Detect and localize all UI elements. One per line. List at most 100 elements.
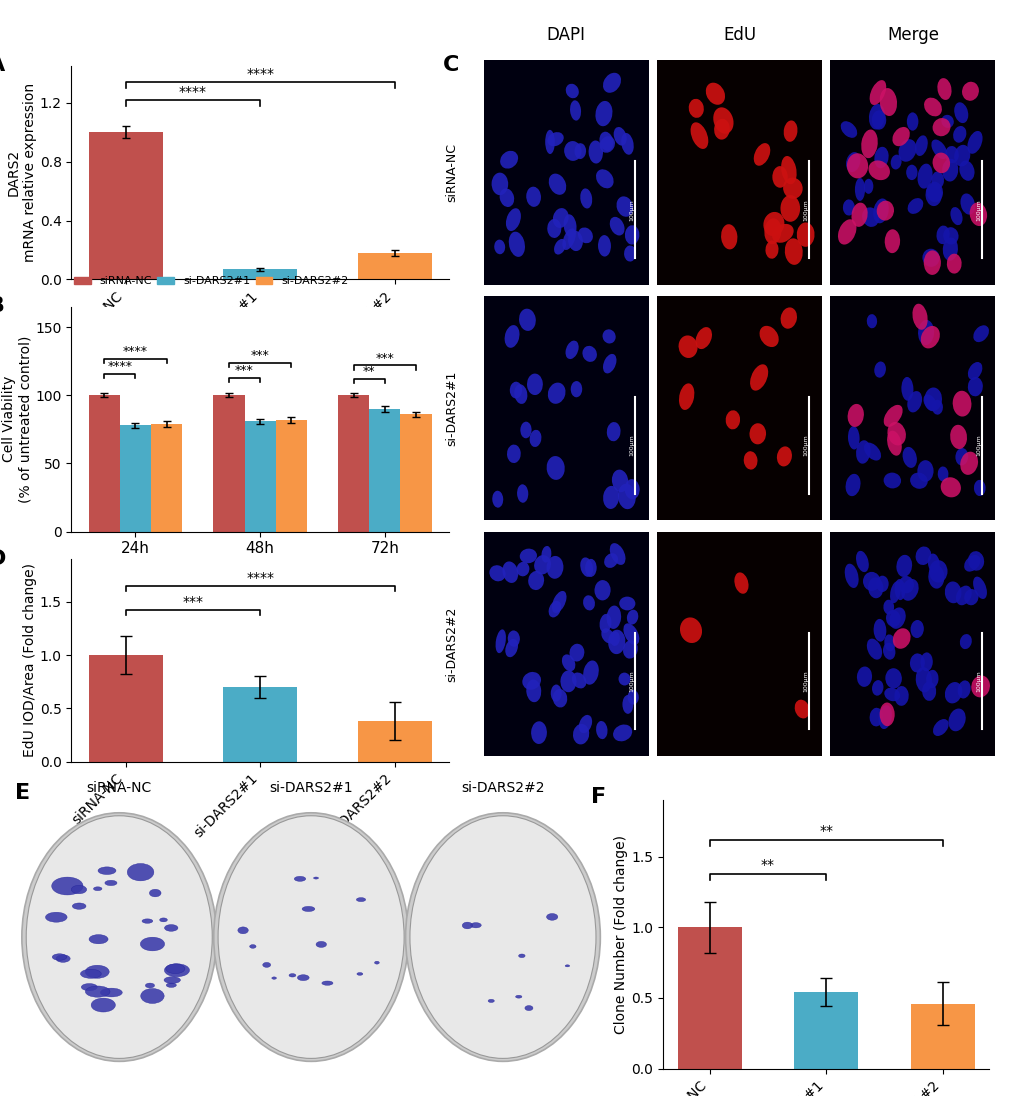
- Text: EdU: EdU: [722, 26, 755, 44]
- Text: **: **: [363, 365, 375, 378]
- Ellipse shape: [559, 671, 576, 693]
- Ellipse shape: [851, 203, 867, 227]
- Ellipse shape: [925, 670, 937, 688]
- Ellipse shape: [883, 687, 899, 701]
- Ellipse shape: [892, 127, 909, 146]
- Bar: [119, 425, 151, 532]
- Bar: [337, 396, 369, 532]
- Ellipse shape: [883, 229, 899, 253]
- Ellipse shape: [529, 430, 541, 447]
- Ellipse shape: [89, 935, 108, 944]
- Ellipse shape: [943, 227, 958, 244]
- Ellipse shape: [855, 441, 869, 464]
- Ellipse shape: [520, 549, 536, 563]
- Ellipse shape: [872, 619, 886, 641]
- Ellipse shape: [164, 977, 180, 983]
- Ellipse shape: [91, 998, 115, 1012]
- Ellipse shape: [72, 903, 86, 910]
- Bar: [656, 296, 821, 521]
- Ellipse shape: [545, 129, 554, 155]
- Ellipse shape: [945, 146, 958, 163]
- Ellipse shape: [928, 560, 947, 583]
- Ellipse shape: [127, 864, 154, 881]
- Ellipse shape: [609, 217, 624, 236]
- Ellipse shape: [884, 669, 901, 688]
- Ellipse shape: [902, 447, 916, 468]
- Ellipse shape: [552, 689, 567, 708]
- Ellipse shape: [561, 654, 575, 671]
- Ellipse shape: [525, 1005, 533, 1011]
- Bar: [223, 687, 297, 762]
- Ellipse shape: [749, 423, 765, 444]
- Ellipse shape: [963, 555, 979, 572]
- Ellipse shape: [250, 945, 256, 948]
- Legend: siRNA-NC, si-DARS2#1, si-DARS2#2: siRNA-NC, si-DARS2#1, si-DARS2#2: [69, 272, 353, 290]
- Ellipse shape: [21, 813, 216, 1061]
- Text: siRNA-NC: siRNA-NC: [445, 144, 459, 202]
- Ellipse shape: [967, 551, 983, 571]
- Ellipse shape: [624, 479, 639, 500]
- Ellipse shape: [912, 304, 926, 330]
- Ellipse shape: [599, 132, 612, 151]
- Bar: [656, 60, 821, 285]
- Ellipse shape: [845, 152, 860, 172]
- Bar: [483, 532, 648, 756]
- Ellipse shape: [898, 139, 916, 162]
- Bar: [245, 421, 275, 532]
- Y-axis label: Cell Viability
(% of untreated control): Cell Viability (% of untreated control): [2, 335, 33, 503]
- Ellipse shape: [948, 708, 965, 731]
- Ellipse shape: [917, 320, 933, 345]
- Ellipse shape: [871, 111, 886, 129]
- Ellipse shape: [862, 572, 879, 591]
- Ellipse shape: [541, 546, 551, 562]
- Ellipse shape: [603, 553, 618, 568]
- Ellipse shape: [595, 169, 613, 189]
- Ellipse shape: [526, 680, 541, 703]
- Ellipse shape: [972, 576, 986, 600]
- Ellipse shape: [516, 562, 529, 576]
- Ellipse shape: [936, 467, 948, 481]
- Ellipse shape: [863, 443, 880, 460]
- Ellipse shape: [81, 969, 101, 979]
- Text: ****: ****: [246, 571, 274, 584]
- Ellipse shape: [889, 607, 905, 629]
- Ellipse shape: [580, 189, 592, 208]
- Ellipse shape: [624, 246, 636, 262]
- Ellipse shape: [969, 203, 986, 226]
- Bar: [910, 1004, 973, 1069]
- Ellipse shape: [619, 596, 635, 610]
- Ellipse shape: [531, 721, 546, 744]
- Text: 100μm: 100μm: [802, 670, 807, 692]
- Ellipse shape: [942, 238, 957, 261]
- Ellipse shape: [771, 224, 793, 243]
- Ellipse shape: [495, 629, 505, 653]
- Bar: [369, 409, 400, 532]
- Ellipse shape: [923, 388, 942, 411]
- Ellipse shape: [564, 141, 581, 161]
- Ellipse shape: [842, 199, 854, 216]
- Text: ****: ****: [107, 359, 132, 373]
- Ellipse shape: [578, 715, 592, 733]
- Ellipse shape: [921, 249, 938, 266]
- Ellipse shape: [294, 877, 306, 881]
- Ellipse shape: [298, 974, 309, 981]
- Text: ****: ****: [246, 67, 274, 81]
- Ellipse shape: [713, 118, 730, 139]
- Text: ***: ***: [251, 349, 269, 362]
- Ellipse shape: [959, 635, 971, 649]
- Ellipse shape: [932, 719, 948, 737]
- Ellipse shape: [749, 364, 767, 390]
- Ellipse shape: [622, 695, 633, 713]
- Text: ****: ****: [178, 84, 207, 99]
- Ellipse shape: [886, 610, 900, 627]
- Ellipse shape: [941, 115, 953, 128]
- Ellipse shape: [695, 327, 711, 350]
- Ellipse shape: [950, 207, 962, 225]
- Bar: [656, 532, 821, 756]
- Ellipse shape: [906, 391, 921, 412]
- Ellipse shape: [794, 699, 809, 719]
- Ellipse shape: [602, 354, 615, 374]
- Ellipse shape: [781, 156, 796, 184]
- Ellipse shape: [871, 681, 882, 696]
- Ellipse shape: [548, 173, 566, 195]
